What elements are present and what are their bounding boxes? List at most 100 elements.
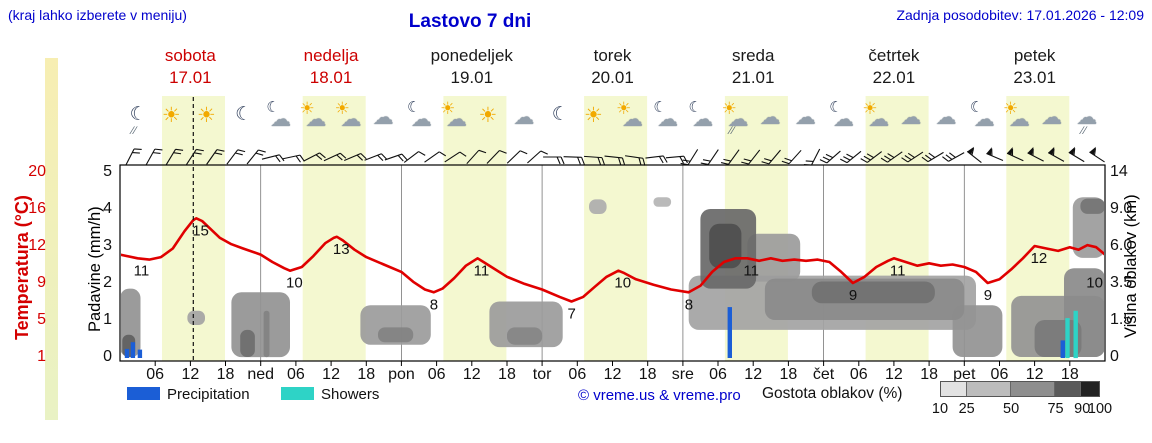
x-tick-čet: čet <box>812 366 835 383</box>
day-date-22.01: 22.01 <box>872 68 916 87</box>
precip-tick-3: 3 <box>103 237 112 254</box>
wind-barb-icon <box>1006 147 1024 162</box>
x-tick-sre: sre <box>671 366 694 383</box>
precipitation-swatch <box>127 387 160 400</box>
cloud-glyph: ☁ <box>935 106 957 129</box>
temperature-value-label: 12 <box>1031 250 1048 267</box>
icon-row-sobota: ☾ ∕∕ ☀ ☀ ☾ <box>120 97 261 141</box>
daylight-band <box>302 96 366 361</box>
density-tick-75: 75 <box>1047 401 1064 417</box>
cloud-glyph: ☁ <box>973 108 995 131</box>
precip-tick-4: 4 <box>103 200 112 217</box>
credit-link[interactable]: © vreme.us & vreme.pro <box>578 387 741 404</box>
wind-barb-icon <box>819 150 841 164</box>
wind-barb-icon <box>803 148 821 166</box>
sun-glyph: ☀ <box>478 104 498 127</box>
precipitation-bars <box>124 307 1078 359</box>
cloud-glyph: ☁ <box>900 106 922 129</box>
wind-barb-icon <box>645 155 668 164</box>
temp-tick-12: 12 <box>28 237 46 254</box>
temperature-value-label: 10 <box>1086 275 1103 292</box>
sun-icon: ☀ <box>158 99 188 139</box>
temperature-value-label: 9 <box>849 287 857 304</box>
x-tick-ned: ned <box>247 366 275 383</box>
temperature-value-label: 11 <box>134 262 150 279</box>
precip-tick-1: 1 <box>103 311 112 328</box>
temp-tick-1: 1 <box>37 348 46 365</box>
cloud-glyph: ☁ <box>794 106 816 129</box>
x-tick-18: 18 <box>638 366 657 383</box>
day-date-20.01: 20.01 <box>591 68 634 87</box>
x-tick-18: 18 <box>216 366 235 383</box>
temperature-line-group <box>121 217 1104 303</box>
wind-barb-icon <box>680 149 699 166</box>
cloud-blob <box>709 223 742 269</box>
cloud-blob <box>507 327 543 345</box>
moon-glyph: ☾ <box>407 99 421 116</box>
density-segment-10-25 <box>941 382 968 396</box>
cloud-glyph: ☁ <box>622 108 644 131</box>
cloud-blob <box>1080 198 1104 214</box>
wind-barb-icon <box>986 147 1004 162</box>
showers-bar <box>1065 318 1070 358</box>
wind-barb-icon <box>1089 146 1105 163</box>
temperature-value-label: 11 <box>890 262 906 279</box>
cloud-blob <box>1034 320 1082 357</box>
sun-glyph: ☀ <box>196 104 216 127</box>
wind-barb-icon <box>506 150 528 164</box>
temperature-value-label: 11 <box>743 262 759 279</box>
wind-barb-row <box>125 146 1105 166</box>
wind-barb-icon <box>125 148 142 166</box>
temperature-scale-strip <box>45 58 58 420</box>
x-tick-06: 06 <box>709 366 727 383</box>
cloud-tick-3.5: 3.5 <box>1110 274 1133 291</box>
wind-barb-icon <box>282 154 305 163</box>
moon-cloud-icon: ☾ ☁ <box>650 99 680 139</box>
wind-barb-icon <box>921 151 944 163</box>
x-tick-12: 12 <box>885 366 903 383</box>
temperature-line <box>121 217 1104 303</box>
temperature-value-label: 10 <box>614 275 631 292</box>
wind-barb-icon <box>486 150 507 164</box>
temperature-value-label: 15 <box>192 222 209 239</box>
wind-barb-icon <box>583 155 606 166</box>
cloud-icon: ☁ <box>791 99 821 139</box>
x-tick-06: 06 <box>849 366 868 383</box>
sun-glyph: ☀ <box>862 99 878 118</box>
day-date-18.01: 18.01 <box>309 68 353 87</box>
cloud-blob <box>240 329 255 357</box>
wind-barb-icon <box>901 151 924 163</box>
cloud-blob <box>263 310 270 358</box>
moon-glyph: ☾ <box>969 99 984 116</box>
wind-barb-icon <box>344 152 367 162</box>
sun-glyph: ☀ <box>1003 99 1019 118</box>
showers-legend-label: Showers <box>321 386 380 403</box>
wind-barb-icon <box>145 148 163 166</box>
moon-glyph: ☾ <box>653 99 667 116</box>
moon-cloud-icon: ☾ ☁ <box>263 99 293 139</box>
x-tick-12: 12 <box>744 366 763 383</box>
x-tick-tor: tor <box>532 366 552 383</box>
wind-barb-icon <box>761 149 781 165</box>
cloud-glyph: ☁ <box>340 108 362 131</box>
sun-cloud-icon: ☀ ☁ <box>439 99 469 139</box>
moon-cloud-icon: ☾ ☁ <box>404 99 434 139</box>
moon-glyph: ☾ <box>235 104 253 125</box>
wind-barb-icon <box>966 146 982 163</box>
wind-barb-icon <box>424 151 447 163</box>
day-name-nedelja: nedelja <box>303 46 359 65</box>
cloud-blob <box>589 199 607 214</box>
wind-barb-icon <box>246 149 266 165</box>
x-tick-12: 12 <box>603 366 622 383</box>
precipitation-bar <box>727 307 732 358</box>
cloud-glyph: ☁ <box>1041 106 1063 129</box>
temperature-value-label: 8 <box>430 296 438 313</box>
density-tick-90: 90 <box>1074 401 1091 417</box>
page-title: Lastovo 7 dni <box>408 11 532 32</box>
sun-cloud-showers-icon: ☀ ☁ ∕∕ <box>721 99 751 139</box>
wind-barb-icon <box>206 149 225 165</box>
wind-barb-icon <box>364 153 388 162</box>
density-segment-50-75 <box>1011 382 1056 396</box>
